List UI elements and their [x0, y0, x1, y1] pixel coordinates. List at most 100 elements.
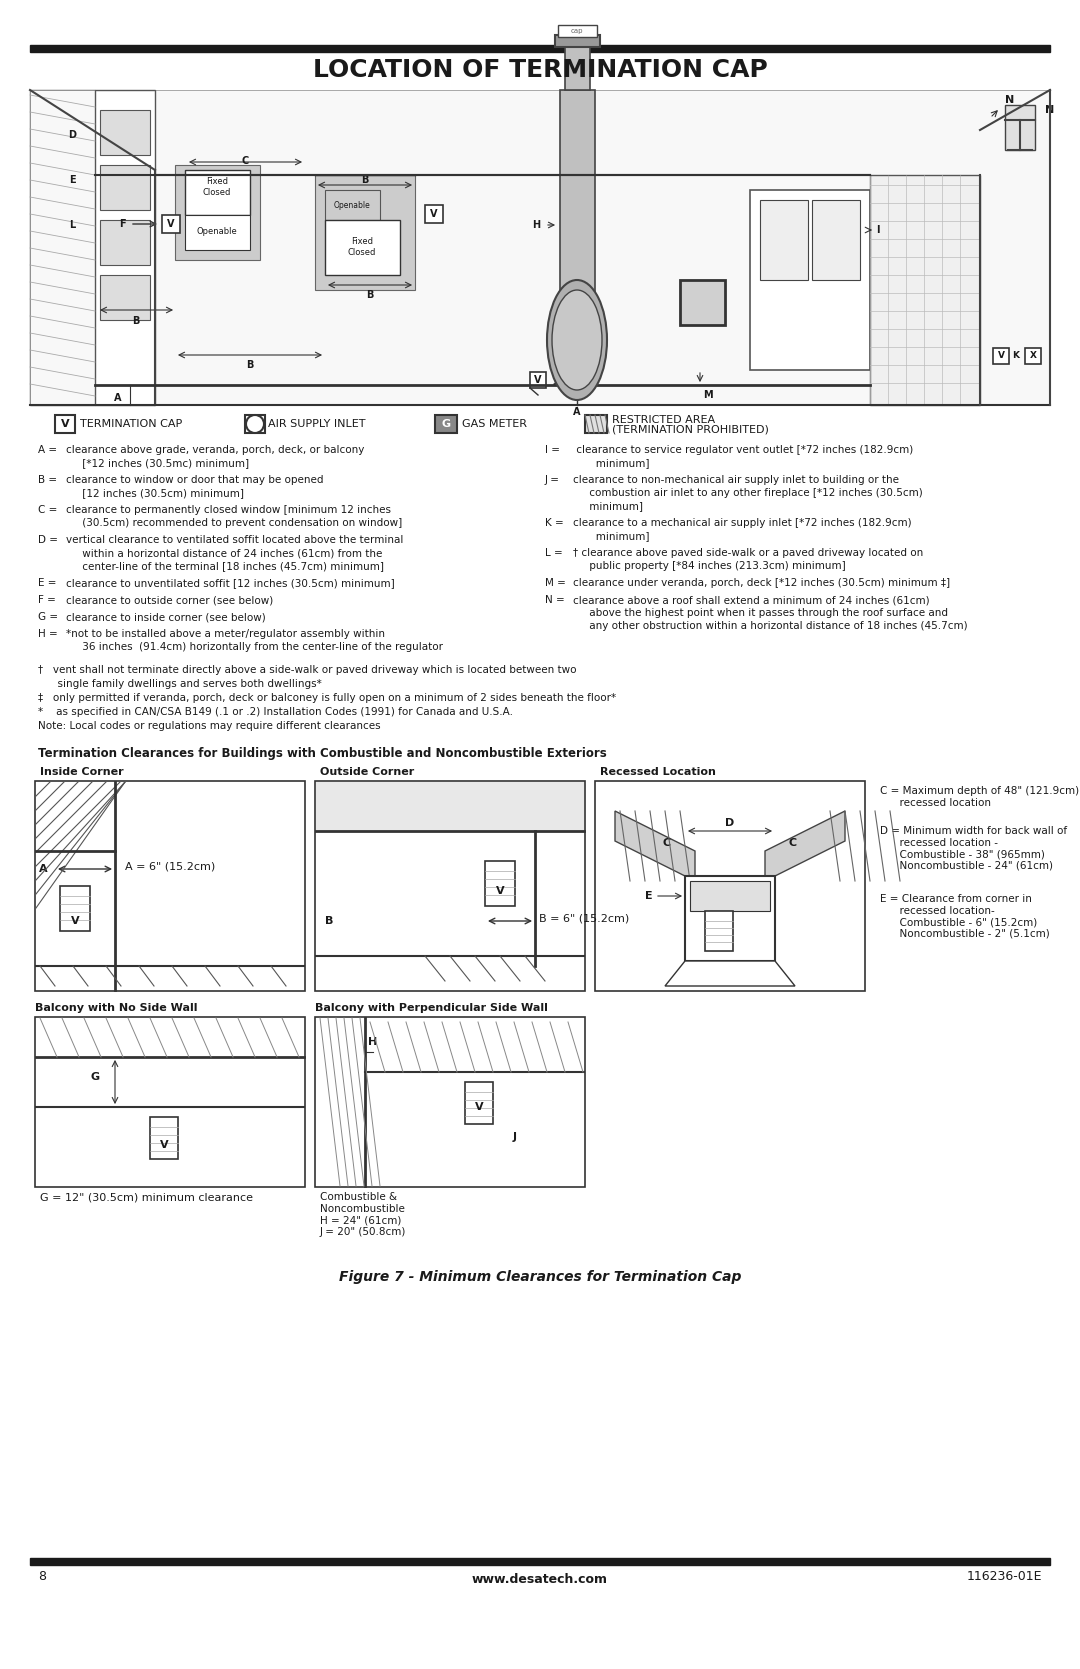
Text: F =: F =: [38, 596, 56, 604]
Text: clearance to a mechanical air supply inlet [*72 inches (182.9cm): clearance to a mechanical air supply inl…: [573, 517, 912, 527]
Text: C =: C =: [38, 506, 57, 516]
Bar: [30, 45, 1050, 52]
Bar: [812, 200, 860, 280]
Bar: [585, 416, 607, 432]
Text: 116236-01E: 116236-01E: [967, 1571, 1042, 1582]
Text: (30.5cm) recommended to prevent condensation on window]: (30.5cm) recommended to prevent condensa…: [66, 517, 402, 527]
Bar: [175, 165, 260, 260]
Bar: [150, 1117, 178, 1158]
Bar: [435, 416, 457, 432]
Text: C: C: [788, 838, 797, 848]
Bar: [60, 886, 90, 931]
Polygon shape: [615, 811, 696, 881]
Text: GAS METER: GAS METER: [462, 419, 527, 429]
Text: M: M: [703, 391, 713, 401]
Text: clearance to inside corner (see below): clearance to inside corner (see below): [66, 613, 266, 623]
Text: A =: A =: [38, 446, 57, 456]
Text: C = Maximum depth of 48" (121.9cm) for
      recessed location: C = Maximum depth of 48" (121.9cm) for r…: [880, 786, 1080, 808]
Text: Termination Clearances for Buildings with Combustible and Noncombustible Exterio: Termination Clearances for Buildings wit…: [38, 748, 607, 759]
Text: vertical clearance to ventilated soffit located above the terminal: vertical clearance to ventilated soffit …: [66, 536, 403, 546]
Text: Figure 7 - Minimum Clearances for Termination Cap: Figure 7 - Minimum Clearances for Termin…: [339, 1270, 741, 1283]
Text: G =: G =: [38, 613, 58, 623]
Text: [12 inches (30.5cm) minimum]: [12 inches (30.5cm) minimum]: [66, 487, 244, 497]
Bar: [555, 35, 600, 47]
Text: X: X: [570, 376, 578, 386]
Text: Balcony with No Side Wall: Balcony with No Side Wall: [35, 1003, 198, 1013]
Bar: [595, 781, 865, 991]
Text: B: B: [366, 290, 374, 300]
Text: Outside Corner: Outside Corner: [320, 768, 415, 778]
Text: E =: E =: [38, 577, 56, 587]
Text: D = Minimum width for back wall of
      recessed location -
      Combustible -: D = Minimum width for back wall of reces…: [880, 826, 1067, 871]
Text: A: A: [573, 407, 581, 417]
Bar: [30, 1557, 1050, 1566]
Bar: [35, 781, 305, 991]
Text: † clearance above paved side-walk or a paved driveway located on: † clearance above paved side-walk or a p…: [573, 547, 923, 557]
Text: minimum]: minimum]: [573, 457, 649, 467]
Text: minimum]: minimum]: [573, 501, 643, 511]
Bar: [558, 25, 597, 37]
Text: clearance above a roof shall extend a minimum of 24 inches (61cm): clearance above a roof shall extend a mi…: [573, 596, 930, 604]
Text: B: B: [246, 361, 254, 371]
Text: clearance above grade, veranda, porch, deck, or balcony: clearance above grade, veranda, porch, d…: [66, 446, 364, 456]
Ellipse shape: [552, 290, 602, 391]
Text: Note: Local codes or regulations may require different clearances: Note: Local codes or regulations may req…: [38, 721, 380, 731]
Text: B =: B =: [38, 476, 57, 486]
Ellipse shape: [546, 280, 607, 401]
Bar: [315, 781, 585, 991]
Text: G: G: [696, 294, 708, 310]
Text: I =: I =: [545, 446, 561, 456]
Text: public property [*84 inches (213.3cm) minimum]: public property [*84 inches (213.3cm) mi…: [573, 561, 846, 571]
Text: N =: N =: [545, 596, 565, 604]
Text: clearance to permanently closed window [minimum 12 inches: clearance to permanently closed window […: [66, 506, 391, 516]
Text: V: V: [167, 219, 175, 229]
Text: V: V: [535, 376, 542, 386]
Text: K =: K =: [545, 517, 564, 527]
Text: V: V: [475, 1102, 484, 1112]
Text: clearance to non-mechanical air supply inlet to building or the: clearance to non-mechanical air supply i…: [573, 476, 899, 486]
Text: www.desatech.com: www.desatech.com: [472, 1572, 608, 1586]
Text: *    as specified in CAN/CSA B149 (.1 or .2) Installation Codes (1991) for Canad: * as specified in CAN/CSA B149 (.1 or .2…: [38, 708, 513, 718]
Circle shape: [246, 416, 264, 432]
Text: above the highest point when it passes through the roof surface and: above the highest point when it passes t…: [573, 608, 948, 618]
Text: (TERMINATION PROHIBITED): (TERMINATION PROHIBITED): [612, 424, 769, 434]
Text: E: E: [69, 175, 76, 185]
Bar: [565, 372, 583, 391]
Text: V: V: [60, 419, 69, 429]
Text: K: K: [1013, 352, 1020, 361]
Polygon shape: [765, 811, 845, 881]
Text: combustion air inlet to any other fireplace [*12 inches (30.5cm): combustion air inlet to any other firepl…: [573, 487, 922, 497]
Text: I: I: [876, 225, 880, 235]
Text: RESTRICTED AREA: RESTRICTED AREA: [612, 416, 715, 426]
Bar: [426, 205, 443, 224]
Text: LOCATION OF TERMINATION CAP: LOCATION OF TERMINATION CAP: [312, 58, 768, 82]
Bar: [993, 349, 1009, 364]
Text: H =: H =: [38, 629, 57, 639]
Text: center-line of the terminal [18 inches (45.7cm) minimum]: center-line of the terminal [18 inches (…: [66, 561, 384, 571]
Text: Openable: Openable: [334, 200, 370, 210]
Text: cap: cap: [570, 28, 583, 33]
Text: N: N: [1045, 105, 1054, 115]
Text: any other obstruction within a horizontal distance of 18 inches (45.7cm): any other obstruction within a horizonta…: [573, 621, 968, 631]
Text: L =: L =: [545, 547, 563, 557]
Text: V: V: [496, 886, 504, 896]
Bar: [690, 881, 770, 911]
Text: A: A: [39, 865, 48, 875]
Text: V: V: [70, 916, 79, 926]
Text: J: J: [553, 376, 557, 386]
Text: 36 inches  (91.4cm) horizontally from the center-line of the regulator: 36 inches (91.4cm) horizontally from the…: [66, 643, 443, 653]
Text: H: H: [368, 1036, 378, 1046]
Bar: [55, 416, 75, 432]
Bar: [100, 165, 150, 210]
Text: J: J: [513, 1132, 517, 1142]
Text: A = 6" (15.2cm): A = 6" (15.2cm): [125, 861, 215, 871]
Text: ‡   only permitted if veranda, porch, deck or balconey is fully open on a minimu: ‡ only permitted if veranda, porch, deck…: [38, 693, 616, 703]
Bar: [1025, 349, 1041, 364]
Text: Fixed
Closed: Fixed Closed: [348, 237, 376, 257]
Text: 8: 8: [38, 1571, 46, 1582]
Text: Recessed Location: Recessed Location: [600, 768, 716, 778]
Bar: [705, 911, 733, 951]
Bar: [465, 1082, 492, 1123]
Bar: [680, 280, 725, 325]
Bar: [100, 220, 150, 265]
